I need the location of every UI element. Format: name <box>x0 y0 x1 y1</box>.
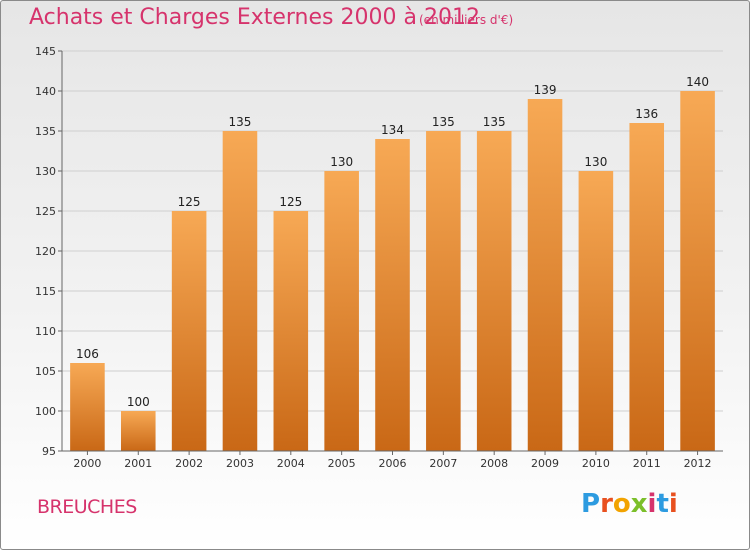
bar-2007 <box>426 131 461 451</box>
x-tick-label: 2009 <box>531 457 559 470</box>
bar-2004 <box>273 211 309 451</box>
x-tick-label: 2000 <box>73 457 101 470</box>
bar-2010 <box>578 171 614 451</box>
logo-letter: x <box>630 489 648 519</box>
x-tick-label: 2002 <box>175 457 203 470</box>
bar-2005 <box>324 171 359 451</box>
y-tick-label: 135 <box>35 125 56 138</box>
x-tick-label: 2005 <box>328 457 356 470</box>
value-label: 140 <box>686 75 709 89</box>
y-tick-label: 145 <box>35 45 56 58</box>
commune-name: BREUCHES <box>37 496 137 518</box>
value-label: 135 <box>432 115 455 129</box>
logo-letter: r <box>600 489 613 519</box>
value-label: 100 <box>127 395 150 409</box>
bar-2002 <box>171 211 207 451</box>
bar-2009 <box>527 99 563 451</box>
value-label: 130 <box>584 155 607 169</box>
value-label: 136 <box>635 107 658 121</box>
y-tick-label: 95 <box>42 445 56 458</box>
y-tick-label: 125 <box>35 205 56 218</box>
bar-2006 <box>375 139 410 451</box>
x-tick-label: 2007 <box>429 457 457 470</box>
value-label: 139 <box>534 83 557 97</box>
y-tick-label: 100 <box>35 405 56 418</box>
value-label: 134 <box>381 123 404 137</box>
logo-letter: i <box>647 489 657 519</box>
x-tick-label: 2004 <box>277 457 305 470</box>
x-tick-label: 2001 <box>124 457 152 470</box>
y-tick-label: 130 <box>35 165 56 178</box>
x-tick-label: 2011 <box>633 457 661 470</box>
bar-2001 <box>120 411 156 451</box>
logo-letter: P <box>581 489 601 519</box>
value-label: 135 <box>483 115 506 129</box>
logo-letter: i <box>668 489 678 519</box>
logo-letter: t <box>656 489 669 519</box>
value-label: 135 <box>229 115 252 129</box>
y-tick-label: 110 <box>35 325 56 338</box>
y-tick-label: 105 <box>35 365 56 378</box>
chart-title: Achats et Charges Externes 2000 à 2012 <box>29 5 480 30</box>
bar-2008 <box>476 131 512 451</box>
x-tick-label: 2006 <box>379 457 407 470</box>
logo-letter: o <box>612 489 631 519</box>
bar-2011 <box>629 123 665 451</box>
y-tick-label: 115 <box>35 285 56 298</box>
x-tick-label: 2008 <box>480 457 508 470</box>
value-label: 130 <box>330 155 353 169</box>
value-label: 125 <box>178 195 201 209</box>
x-tick-label: 2012 <box>684 457 712 470</box>
x-tick-label: 2003 <box>226 457 254 470</box>
bar-2000 <box>70 363 105 451</box>
y-tick-label: 120 <box>35 245 56 258</box>
value-label: 125 <box>279 195 302 209</box>
chart-subtitle: (en milliers d'€) <box>419 13 514 27</box>
bar-2012 <box>680 91 715 451</box>
bar-2003 <box>222 131 258 451</box>
x-tick-label: 2010 <box>582 457 610 470</box>
value-label: 106 <box>76 347 99 361</box>
y-tick-label: 140 <box>35 85 56 98</box>
